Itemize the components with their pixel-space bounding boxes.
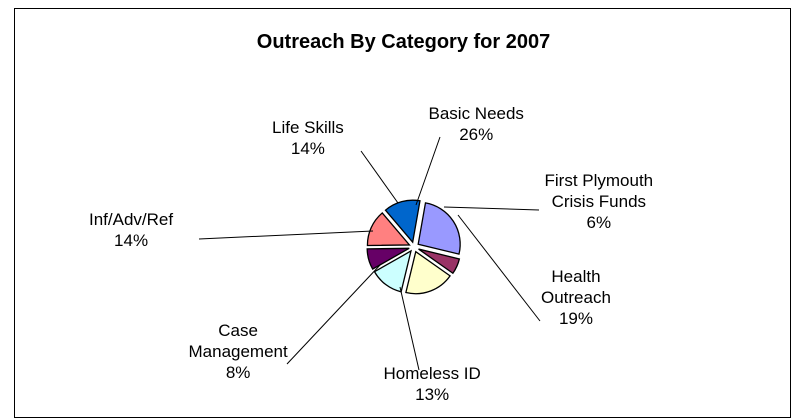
pie-slice-1 xyxy=(418,248,461,275)
leader-line-1 xyxy=(443,206,540,211)
leader-line-6 xyxy=(360,150,399,204)
slice-label-1: First Plymouth Crisis Funds 6% xyxy=(545,170,654,233)
slice-label-text: Basic Needs xyxy=(428,104,524,123)
slice-label-text: Life Skills xyxy=(272,118,344,137)
leader-line-2 xyxy=(457,214,541,322)
slice-label-percent: 13% xyxy=(415,385,450,404)
chart-title: Outreach By Category for 2007 xyxy=(256,31,551,53)
slice-label-text: Health xyxy=(551,267,601,286)
slice-label-percent: 8% xyxy=(225,363,251,382)
chart-area: Outreach By Category for 2007 Basic Need… xyxy=(14,8,791,418)
pie-slice-0 xyxy=(417,202,461,255)
slice-label-percent: 19% xyxy=(558,309,593,328)
slice-label-text: Management xyxy=(188,342,288,361)
slice-label-text: Outreach xyxy=(541,288,611,307)
pie-slice-6 xyxy=(384,199,421,244)
pie-slice-5 xyxy=(366,212,411,247)
slice-label-text: First Plymouth xyxy=(544,171,654,190)
slice-label-3: Homeless ID 13% xyxy=(384,363,481,405)
leader-line-3 xyxy=(399,286,420,371)
pie-slice-2 xyxy=(405,250,451,295)
slice-label-text: Inf/Adv/Ref xyxy=(89,210,174,229)
slice-label-text: Crisis Funds xyxy=(551,192,647,211)
slice-label-percent: 6% xyxy=(586,213,612,232)
slice-label-4: Case Management 8% xyxy=(189,320,288,383)
slice-label-text: Homeless ID xyxy=(383,364,481,383)
slice-label-6: Life Skills 14% xyxy=(272,117,344,159)
slice-label-percent: 14% xyxy=(114,231,149,250)
pie-chart xyxy=(198,136,541,371)
leader-line-0 xyxy=(415,136,441,206)
slice-label-0: Basic Needs 26% xyxy=(429,103,524,145)
slice-label-5: Inf/Adv/Ref 14% xyxy=(89,209,173,251)
slice-label-text: Case xyxy=(218,321,258,340)
leader-line-5 xyxy=(198,230,374,240)
slice-label-percent: 14% xyxy=(290,139,325,158)
slice-label-2: Health Outreach 19% xyxy=(541,266,611,329)
pie-slice-4 xyxy=(366,247,410,270)
slice-label-percent: 26% xyxy=(459,125,494,144)
leader-line-4 xyxy=(286,263,382,365)
